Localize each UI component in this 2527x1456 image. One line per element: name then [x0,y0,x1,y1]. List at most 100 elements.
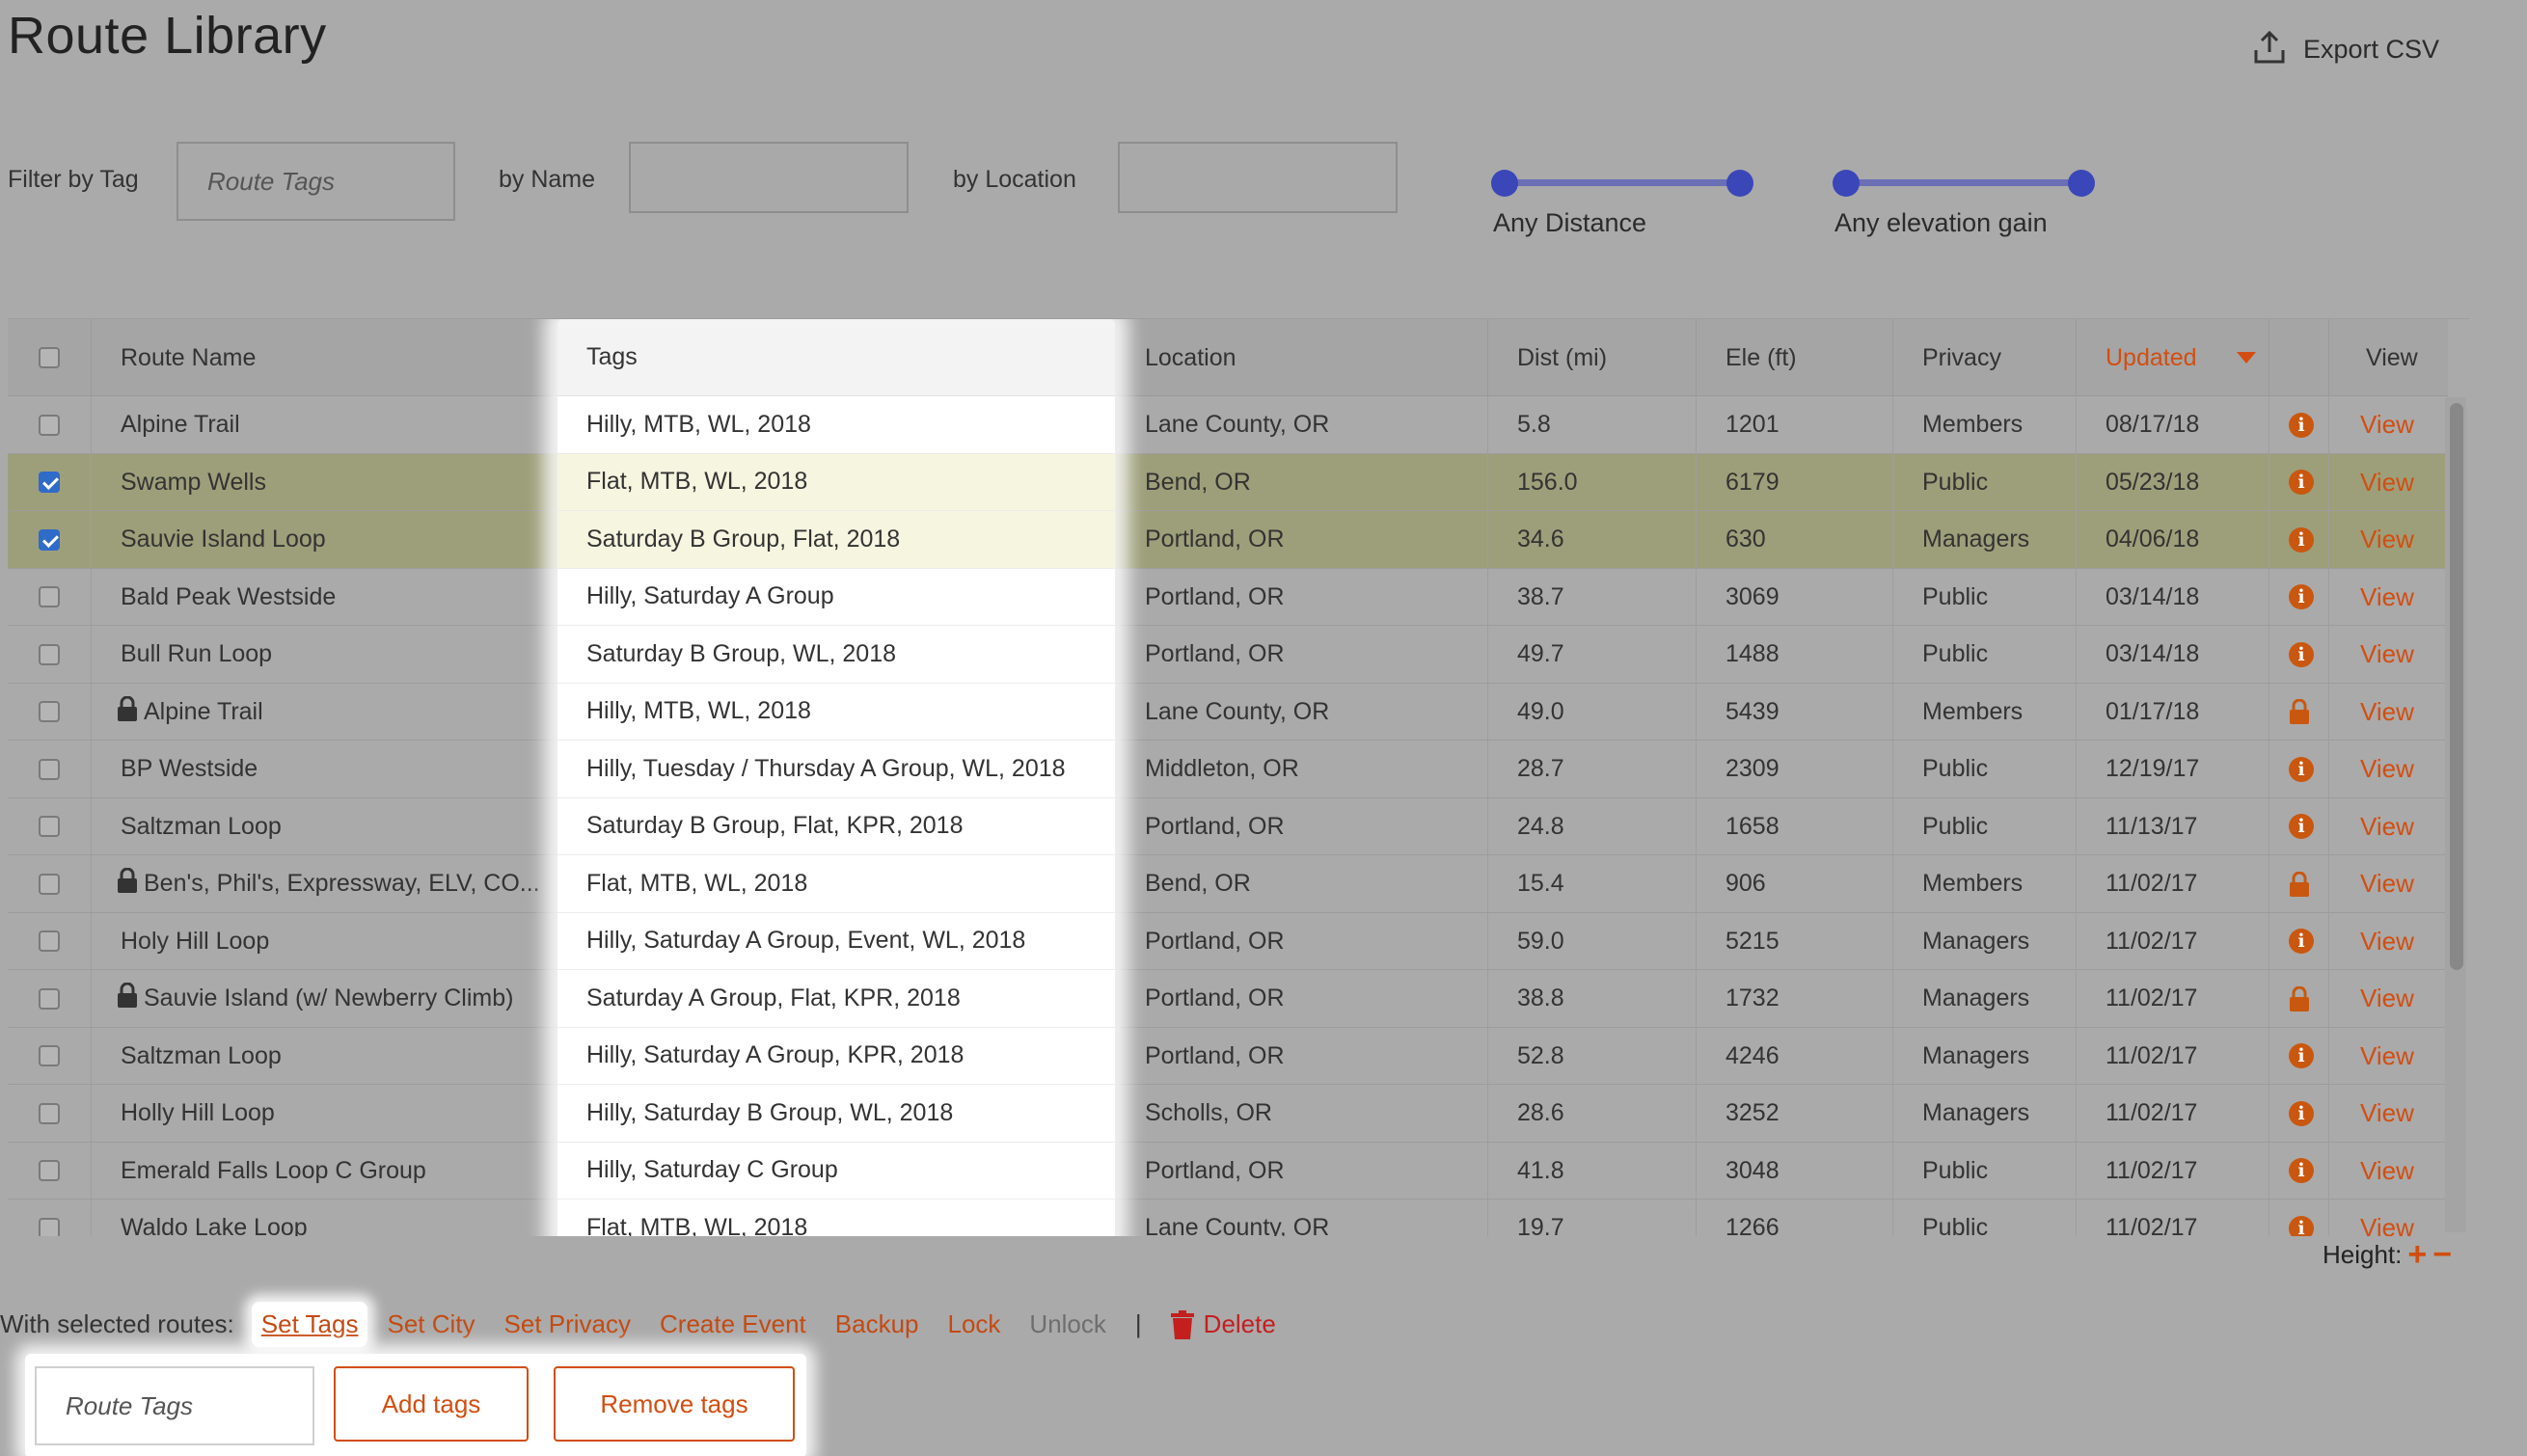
add-tags-button[interactable]: Add tags [334,1366,529,1442]
row-select-cell[interactable] [8,913,91,970]
col-ele[interactable]: Ele (ft) [1696,319,1892,396]
view-link[interactable]: View [2360,581,2414,611]
location-filter-input[interactable] [1118,142,1398,213]
info-icon[interactable]: i [2289,470,2314,495]
col-tags[interactable]: Tags [557,319,1115,396]
view-link[interactable]: View [2360,869,2414,898]
lock-icon[interactable] [2289,985,2310,1011]
view-cell[interactable]: View [2328,453,2448,511]
view-link[interactable]: View [2360,639,2414,668]
view-cell[interactable]: View [2328,626,2448,683]
table-scrollbar-thumb[interactable] [2450,403,2463,970]
table-row[interactable]: Holly Hill Loop Scholls, OR 28.6 3252 Manage… [8,1085,2448,1143]
row-checkbox[interactable] [39,816,60,837]
view-cell[interactable]: View [2328,797,2448,855]
row-checkbox[interactable] [39,472,60,493]
row-checkbox[interactable] [39,758,60,780]
view-cell[interactable]: View [2328,855,2448,912]
table-row[interactable]: Alpine Trail Lane County, OR 49.0 5439 Membe… [8,683,2448,741]
view-link[interactable]: View [2360,1213,2414,1236]
view-link[interactable]: View [2360,1098,2414,1127]
distance-slider-max-handle[interactable] [1726,170,1753,197]
col-route-name[interactable]: Route Name [91,319,557,396]
table-row[interactable]: Swamp Wells Bend, OR 156.0 6179 Public 05/23/… [8,453,2448,511]
row-checkbox[interactable] [39,873,60,895]
info-icon[interactable]: i [2289,1100,2314,1126]
col-dist[interactable]: Dist (mi) [1487,319,1696,396]
row-select-cell[interactable] [8,1200,91,1236]
view-link[interactable]: View [2360,754,2414,783]
select-all-checkbox[interactable] [39,347,60,368]
col-privacy[interactable]: Privacy [1892,319,2076,396]
export-csv-button[interactable]: Export CSV [2251,29,2439,70]
col-updated[interactable]: Updated [2076,319,2269,396]
set-city-action[interactable]: Set City [387,1309,476,1338]
row-checkbox[interactable] [39,1217,60,1236]
unlock-action[interactable]: Unlock [1029,1309,1106,1338]
row-select-cell[interactable] [8,569,91,626]
view-cell[interactable]: View [2328,1142,2448,1200]
table-row[interactable]: Bald Peak Westside Portland, OR 38.7 3069 Pu… [8,568,2448,626]
elevation-slider[interactable] [1833,164,2095,202]
table-row[interactable]: Sauvie Island Loop Portland, OR 34.6 630 Man… [8,511,2448,569]
info-icon[interactable]: i [2289,412,2314,438]
info-icon[interactable]: i [2289,641,2314,667]
view-cell[interactable]: View [2328,970,2448,1027]
view-link[interactable]: View [2360,1155,2414,1185]
set-privacy-action[interactable]: Set Privacy [503,1309,632,1338]
table-row[interactable]: Holy Hill Loop Portland, OR 59.0 5215 Manage… [8,912,2448,970]
table-row[interactable]: Saltzman Loop Portland, OR 52.8 4246 Manager… [8,1027,2448,1085]
info-icon[interactable]: i [2289,756,2314,782]
view-cell[interactable]: View [2328,511,2448,568]
name-filter-input[interactable] [629,142,909,213]
elevation-slider-min-handle[interactable] [1833,170,1860,197]
view-link[interactable]: View [2360,696,2414,726]
row-select-cell[interactable] [8,1085,91,1142]
row-select-cell[interactable] [8,396,91,453]
view-cell[interactable]: View [2328,912,2448,970]
delete-action[interactable]: Delete [1170,1309,1276,1339]
route-tags-input[interactable]: Route Tags [35,1366,314,1445]
row-checkbox[interactable] [39,701,60,722]
view-cell[interactable]: View [2328,1200,2448,1236]
row-select-cell[interactable] [8,1028,91,1085]
distance-slider-min-handle[interactable] [1491,170,1518,197]
row-select-cell[interactable] [8,684,91,741]
backup-action[interactable]: Backup [834,1309,919,1338]
row-checkbox[interactable] [39,586,60,607]
view-link[interactable]: View [2360,811,2414,841]
view-link[interactable]: View [2360,926,2414,956]
table-row[interactable]: BP Westside Middleton, OR 28.7 2309 Public 12… [8,741,2448,798]
view-cell[interactable]: View [2328,683,2448,741]
view-link[interactable]: View [2360,467,2414,497]
row-select-cell[interactable] [8,1143,91,1200]
col-location[interactable]: Location [1115,319,1487,396]
select-all-cell[interactable] [8,319,91,396]
tag-filter-input[interactable]: Route Tags [177,142,455,221]
view-link[interactable]: View [2360,525,2414,553]
row-checkbox[interactable] [39,1045,60,1066]
info-icon[interactable]: i [2289,1158,2314,1183]
table-row[interactable]: Saltzman Loop Portland, OR 24.8 1658 Public 1… [8,797,2448,855]
height-increase-button[interactable]: + [2407,1236,2428,1273]
view-cell[interactable]: View [2328,1085,2448,1142]
info-icon[interactable]: i [2289,584,2314,609]
row-select-cell[interactable] [8,798,91,855]
remove-tags-button[interactable]: Remove tags [554,1366,795,1442]
elevation-slider-max-handle[interactable] [2068,170,2095,197]
row-checkbox[interactable] [39,930,60,952]
row-select-cell[interactable] [8,741,91,797]
info-icon[interactable]: i [2289,814,2314,839]
row-checkbox[interactable] [39,414,60,436]
lock-icon[interactable] [2289,871,2310,897]
set-tags-action[interactable]: Set Tags [251,1302,368,1347]
row-checkbox[interactable] [39,528,60,551]
row-select-cell[interactable] [8,454,91,511]
view-cell[interactable]: View [2328,396,2448,453]
lock-icon[interactable] [2289,699,2310,724]
row-select-cell[interactable] [8,626,91,683]
table-row[interactable]: Bull Run Loop Portland, OR 49.7 1488 Public 0… [8,626,2448,684]
row-select-cell[interactable] [8,970,91,1027]
row-checkbox[interactable] [39,987,60,1010]
table-row[interactable]: Waldo Lake Loop Lane County, OR 19.7 1266 Pu… [8,1200,2448,1236]
